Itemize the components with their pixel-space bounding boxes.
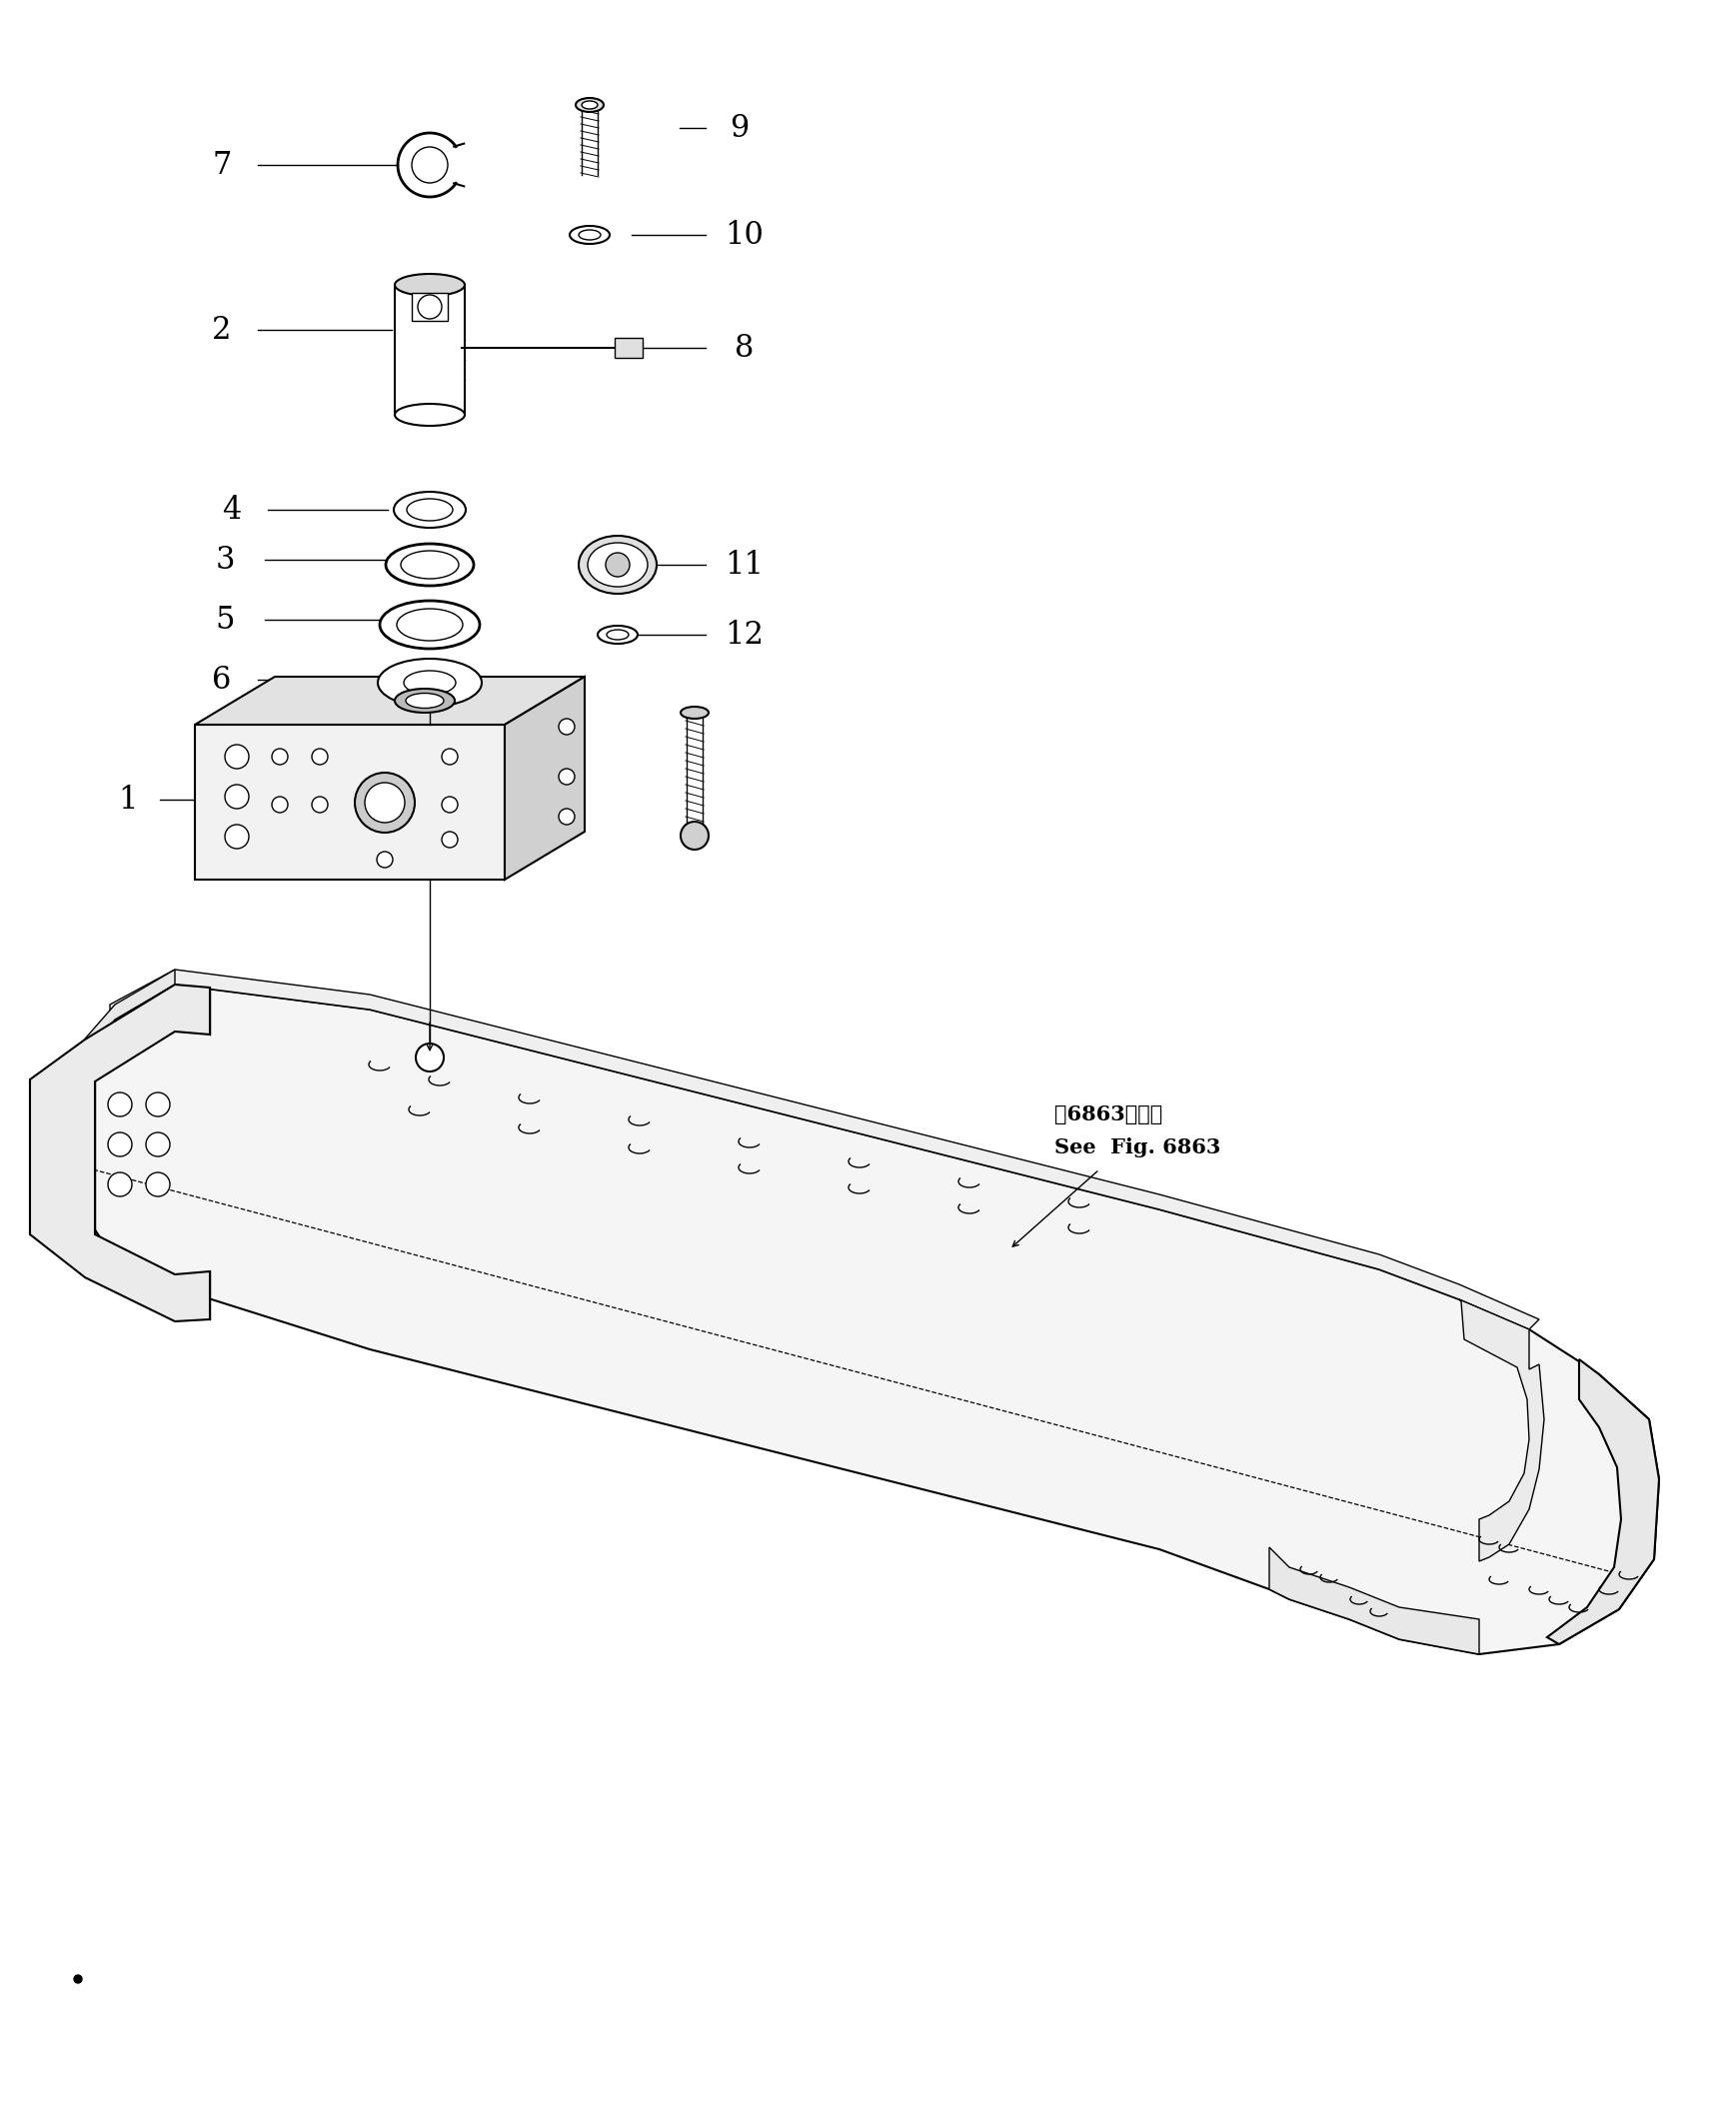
Text: 5: 5	[215, 605, 234, 634]
Ellipse shape	[385, 543, 474, 586]
Ellipse shape	[394, 404, 465, 425]
Ellipse shape	[576, 97, 604, 112]
Ellipse shape	[681, 706, 708, 719]
Circle shape	[146, 1093, 170, 1116]
Text: See  Fig. 6863: See Fig. 6863	[1054, 1137, 1220, 1158]
Polygon shape	[194, 676, 585, 725]
Polygon shape	[1460, 1300, 1543, 1562]
Ellipse shape	[589, 543, 648, 588]
Circle shape	[312, 748, 328, 765]
Text: 12: 12	[726, 619, 764, 651]
Ellipse shape	[606, 630, 628, 641]
Circle shape	[273, 797, 288, 812]
Text: 8: 8	[734, 332, 753, 364]
Polygon shape	[1547, 1359, 1660, 1645]
Circle shape	[441, 748, 458, 765]
Circle shape	[312, 797, 328, 812]
Bar	[394, 285, 465, 414]
Text: 1: 1	[118, 784, 137, 816]
Text: 2: 2	[212, 315, 231, 345]
Circle shape	[226, 784, 248, 810]
Polygon shape	[80, 985, 1660, 1655]
Circle shape	[418, 294, 441, 319]
Circle shape	[365, 782, 404, 822]
Polygon shape	[1269, 1547, 1479, 1655]
Ellipse shape	[394, 689, 455, 712]
Circle shape	[108, 1133, 132, 1156]
Ellipse shape	[394, 275, 465, 296]
Ellipse shape	[401, 552, 458, 579]
Text: 6: 6	[212, 664, 231, 696]
Circle shape	[441, 831, 458, 848]
Text: 4: 4	[222, 495, 241, 524]
Ellipse shape	[582, 101, 597, 110]
Text: 3: 3	[215, 543, 234, 575]
Circle shape	[108, 1093, 132, 1116]
Circle shape	[415, 1044, 444, 1072]
Circle shape	[559, 719, 575, 736]
Ellipse shape	[597, 626, 637, 643]
Text: 11: 11	[726, 550, 764, 579]
Bar	[194, 725, 505, 879]
Polygon shape	[109, 970, 1540, 1330]
Polygon shape	[80, 970, 175, 1059]
Polygon shape	[30, 985, 210, 1321]
Bar	[615, 338, 642, 357]
Circle shape	[377, 852, 392, 867]
Ellipse shape	[406, 693, 444, 708]
Circle shape	[108, 1173, 132, 1197]
Ellipse shape	[398, 609, 464, 641]
Ellipse shape	[404, 670, 457, 696]
Circle shape	[146, 1133, 170, 1156]
Circle shape	[559, 810, 575, 824]
Circle shape	[273, 748, 288, 765]
Circle shape	[226, 744, 248, 769]
Bar	[411, 294, 448, 321]
Circle shape	[354, 772, 415, 833]
Ellipse shape	[578, 230, 601, 239]
Circle shape	[559, 769, 575, 784]
Circle shape	[146, 1173, 170, 1197]
Ellipse shape	[380, 600, 479, 649]
Circle shape	[75, 1974, 82, 1983]
Polygon shape	[505, 676, 585, 879]
Circle shape	[226, 824, 248, 848]
Ellipse shape	[394, 493, 465, 528]
Ellipse shape	[378, 660, 481, 706]
Ellipse shape	[578, 535, 656, 594]
Ellipse shape	[406, 499, 453, 520]
Ellipse shape	[569, 226, 609, 243]
Text: 7: 7	[212, 150, 231, 180]
Text: 10: 10	[726, 220, 764, 249]
Text: 9: 9	[729, 112, 750, 144]
Circle shape	[606, 552, 630, 577]
Circle shape	[441, 797, 458, 812]
Circle shape	[681, 822, 708, 850]
Text: 第6863図参照: 第6863図参照	[1054, 1104, 1163, 1125]
